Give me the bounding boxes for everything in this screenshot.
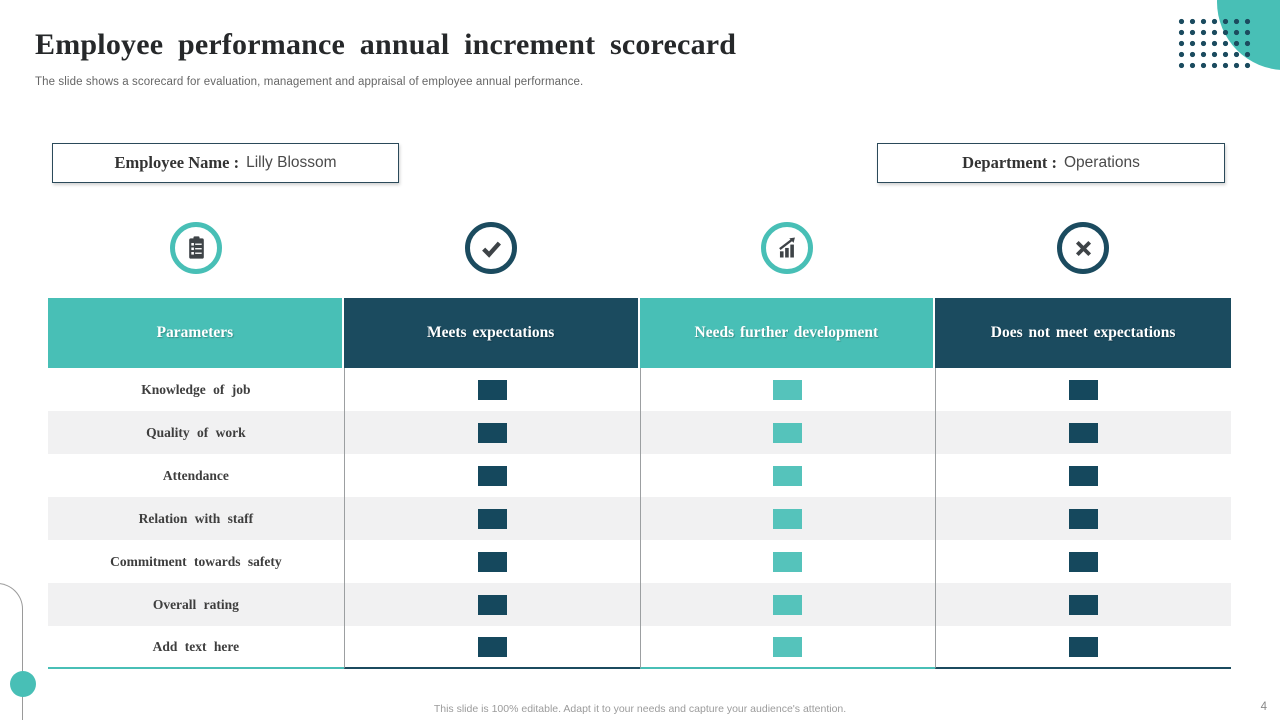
score-marker bbox=[477, 379, 507, 400]
bottom-circle-decoration bbox=[10, 671, 36, 697]
score-cell bbox=[639, 497, 936, 540]
row-label: Overall rating bbox=[48, 583, 344, 626]
row-label: Relation with staff bbox=[48, 497, 344, 540]
score-marker bbox=[1069, 508, 1099, 529]
score-cell bbox=[343, 540, 640, 583]
row-label: Quality of work bbox=[48, 411, 344, 454]
score-cell bbox=[343, 454, 640, 497]
score-cell bbox=[343, 583, 640, 626]
score-marker bbox=[477, 508, 507, 529]
score-marker bbox=[1069, 465, 1099, 486]
score-cell bbox=[639, 368, 936, 411]
growth-chart-icon bbox=[761, 222, 813, 274]
score-marker bbox=[477, 465, 507, 486]
department-value: Operations bbox=[1064, 154, 1140, 171]
score-marker bbox=[477, 594, 507, 615]
employee-name-box: Employee Name : Lilly Blossom bbox=[52, 143, 399, 183]
score-cell bbox=[639, 540, 936, 583]
score-marker bbox=[773, 422, 803, 443]
score-cell bbox=[935, 540, 1231, 583]
curve-line-decoration bbox=[0, 583, 23, 720]
cross-icon bbox=[1057, 222, 1109, 274]
column-header: Does not meet expectations bbox=[935, 298, 1231, 368]
clipboard-checklist-icon bbox=[170, 222, 222, 274]
score-cell bbox=[343, 626, 640, 669]
row-label: Attendance bbox=[48, 454, 344, 497]
column-header: Needs further development bbox=[639, 298, 936, 368]
score-marker bbox=[1069, 379, 1099, 400]
scorecard-table: Parameters Meets expectations Needs furthe… bbox=[48, 298, 1231, 669]
employee-name-label: Employee Name : bbox=[114, 153, 240, 172]
page-subtitle: The slide shows a scorecard for evaluati… bbox=[35, 76, 584, 88]
score-marker bbox=[477, 636, 507, 657]
score-cell bbox=[639, 411, 936, 454]
score-cell bbox=[935, 411, 1231, 454]
row-label: Knowledge of job bbox=[48, 368, 344, 411]
column-header: Parameters bbox=[48, 298, 344, 368]
footer-note: This slide is 100% editable. Adapt it to… bbox=[433, 703, 847, 715]
score-marker bbox=[1069, 594, 1099, 615]
score-cell bbox=[639, 454, 936, 497]
score-marker bbox=[1069, 422, 1099, 443]
score-marker bbox=[1069, 636, 1099, 657]
page-number: 4 bbox=[1260, 701, 1267, 713]
score-cell bbox=[343, 368, 640, 411]
score-cell bbox=[935, 454, 1231, 497]
score-marker bbox=[1069, 551, 1099, 572]
score-cell bbox=[639, 626, 936, 669]
page-title: Employee performance annual increment sc… bbox=[35, 28, 737, 61]
score-cell bbox=[935, 626, 1231, 669]
department-box: Department : Operations bbox=[877, 143, 1225, 183]
row-label: Commitment towards safety bbox=[48, 540, 344, 583]
score-marker bbox=[477, 551, 507, 572]
column-header: Meets expectations bbox=[343, 298, 640, 368]
score-marker bbox=[773, 508, 803, 529]
score-cell bbox=[935, 497, 1231, 540]
dot-grid-decoration bbox=[1174, 14, 1252, 70]
department-label: Department : bbox=[962, 153, 1057, 172]
checkmark-icon bbox=[465, 222, 517, 274]
score-cell bbox=[639, 583, 936, 626]
score-cell bbox=[343, 411, 640, 454]
employee-name-value: Lilly Blossom bbox=[246, 154, 337, 171]
score-marker bbox=[773, 465, 803, 486]
score-marker bbox=[773, 551, 803, 572]
score-marker bbox=[773, 379, 803, 400]
score-cell bbox=[935, 368, 1231, 411]
score-marker bbox=[773, 594, 803, 615]
score-cell bbox=[935, 583, 1231, 626]
row-label: Add text here bbox=[48, 626, 344, 669]
score-marker bbox=[477, 422, 507, 443]
score-cell bbox=[343, 497, 640, 540]
score-marker bbox=[773, 636, 803, 657]
